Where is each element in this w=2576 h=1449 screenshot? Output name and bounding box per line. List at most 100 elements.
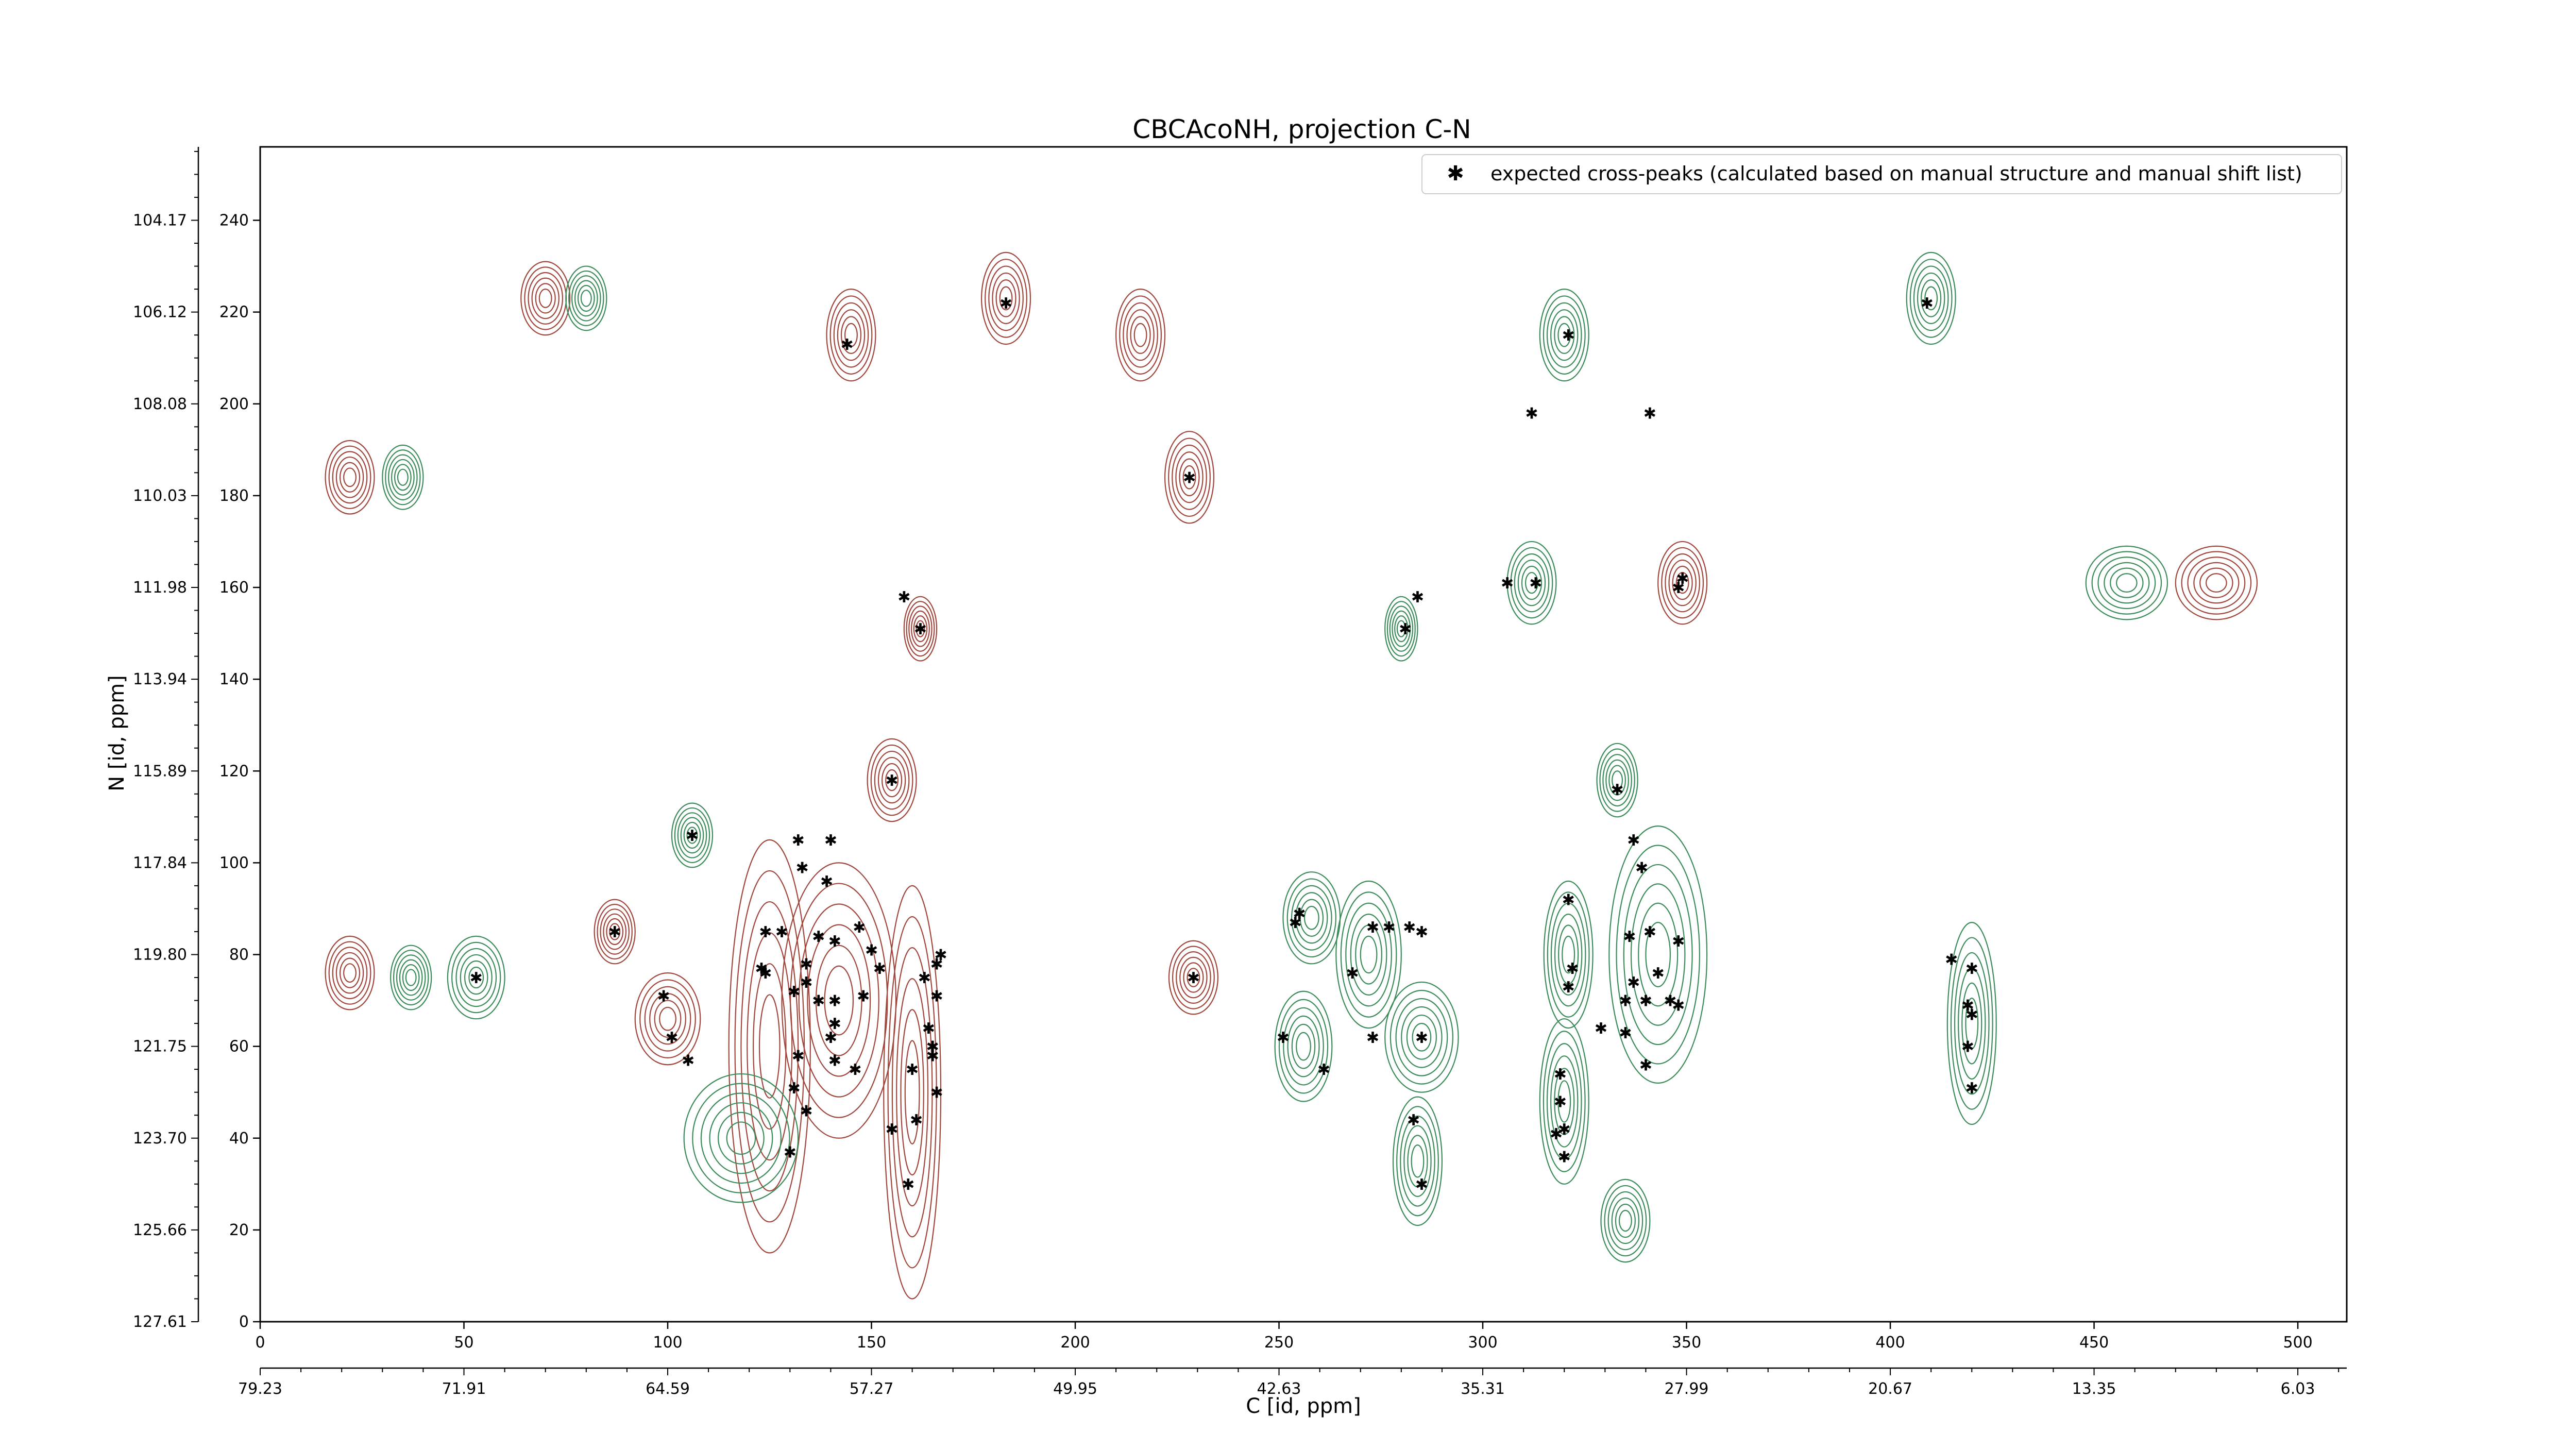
y-ppm-axis-ticks: 127.61 125.66 123.70 121.75 119.80 117.84 115.… [133,147,199,1331]
contour-peak-27 [1906,251,1956,345]
legend-marker-icon: ✱ [1447,162,1464,186]
contour-level [388,454,418,500]
contour-level [1278,999,1329,1094]
contour-level [692,1083,790,1193]
contour-level [885,769,899,791]
contour-level [1547,891,1590,1018]
contour-level [758,994,781,1099]
contour-level [1668,559,1697,606]
contour-level [1543,295,1586,375]
contour-level [1510,547,1553,619]
contour-level [840,316,862,354]
contour-level [671,802,714,868]
cross-peak-marker: ✱ [1562,891,1575,909]
contour-level [683,1073,799,1203]
y-tick-label: 20 [229,1221,249,1239]
cross-peak-marker: ✱ [1643,923,1656,941]
cross-peak-marker: ✱ [910,1111,923,1130]
contour-level [1657,541,1708,625]
x-ppm-tick-label: 20.67 [1868,1380,1912,1398]
contour-level [833,302,869,368]
contour-level [824,965,854,1036]
cross-peak-marker: ✱ [1407,1111,1420,1130]
contour-level [455,948,497,1007]
contour-peak-20 [1608,825,1708,1084]
cross-peak-marker: ✱ [930,955,943,973]
y-ppm-tick-label: 110.03 [133,487,187,505]
cross-peak-marker: ✱ [1619,992,1632,1010]
x-ppm-tick-label: 13.35 [2072,1380,2116,1398]
contour-level [328,445,371,509]
cross-peak-marker: ✱ [1965,1080,1978,1098]
contour-level [1612,770,1623,790]
contour-level [1340,891,1397,1018]
contour-level [1550,309,1579,361]
contour-level [718,1111,765,1165]
contour-level [391,459,415,496]
contour-peak-4 [671,802,714,868]
contour-level [609,923,621,940]
cross-peak-marker: ✱ [1562,327,1575,345]
contour-level [343,467,357,487]
contour-level [535,283,556,314]
cross-peak-marker: ✱ [657,988,670,1006]
contour-level [1562,935,1575,974]
contour-level [1291,885,1332,951]
x-ppm-tick-label: 71.91 [442,1380,486,1398]
contour-level [815,945,862,1056]
cross-peak-marker: ✱ [930,1084,943,1102]
contour-level [896,978,929,1207]
contour-level [1558,924,1579,985]
contour-level [677,812,707,858]
contour-level [339,957,361,988]
peak-marker-layer: ✱ ✱ ✱ ✱ ✱ ✱ ✱ ✱ ✱ ✱ ✱ ✱ ✱ ✱ ✱ ✱ ✱ ✱ ✱ ✱ ✱ ✱ ✱ ✱ ✱ ✱ ✱ ✱ ✱ ✱ ✱ ✱ ✱ ✱ ✱ ✱ ✱ ✱ ✱ ✱… [470,295,1978,1194]
contour-level [654,1000,682,1038]
cross-peak-marker: ✱ [999,295,1012,313]
contour-level [2187,557,2246,610]
cross-peak-marker: ✱ [1554,1093,1567,1111]
contour-level [1175,451,1204,503]
contour-level [1554,914,1583,996]
y-ppm-tick-label: 119.80 [133,946,187,964]
cross-peak-marker: ✱ [792,832,805,850]
contour-level [1924,286,1938,311]
contour-level [1130,316,1151,354]
x-ppm-tick-label: 27.99 [1665,1380,1709,1398]
cross-peak-marker: ✱ [1529,575,1542,593]
y-tick-label: 240 [219,212,249,230]
contour-level [999,286,1013,311]
contour-level [906,601,935,657]
cross-peak-marker: ✱ [1366,1029,1379,1047]
cross-peak-marker: ✱ [824,832,837,850]
x-tick-label: 0 [255,1334,265,1352]
contour-level [2199,567,2233,598]
cross-peak-marker: ✱ [1639,1056,1652,1074]
cross-peak-marker: ✱ [1501,575,1514,593]
contour-level [1917,272,1945,324]
contour-level [709,1102,773,1174]
y-tick-label: 40 [229,1130,249,1148]
contour-level [1514,553,1550,613]
chart-title: CBCAcoNH, projection C-N [1132,114,1471,144]
contour-peak-19 [1596,743,1638,818]
cross-peak-marker: ✱ [1965,1006,1978,1024]
contour-level [538,288,552,308]
y-ppm-tick-label: 125.66 [133,1221,187,1239]
contour-level [1599,748,1635,812]
contour-level [1961,982,1982,1065]
cross-peak-marker: ✱ [873,960,886,978]
contour-level [726,1121,756,1155]
cross-peak-marker: ✱ [853,919,866,937]
contour-level [1176,951,1211,1004]
cross-peak-marker: ✱ [792,1047,805,1065]
contour-level [1611,1197,1640,1244]
contour-level [600,908,630,955]
contour-peak-25 [980,251,1031,345]
contour-level [798,903,879,1098]
contour-level [1384,981,1459,1093]
contour-level [580,290,592,307]
y-axis-ticks: 0 20 40 60 80 100 120 140 160 180 200 220 240 [219,212,260,1331]
cross-peak-marker: ✱ [922,1020,935,1038]
contour-level [867,738,917,822]
contour-level [1546,302,1582,368]
